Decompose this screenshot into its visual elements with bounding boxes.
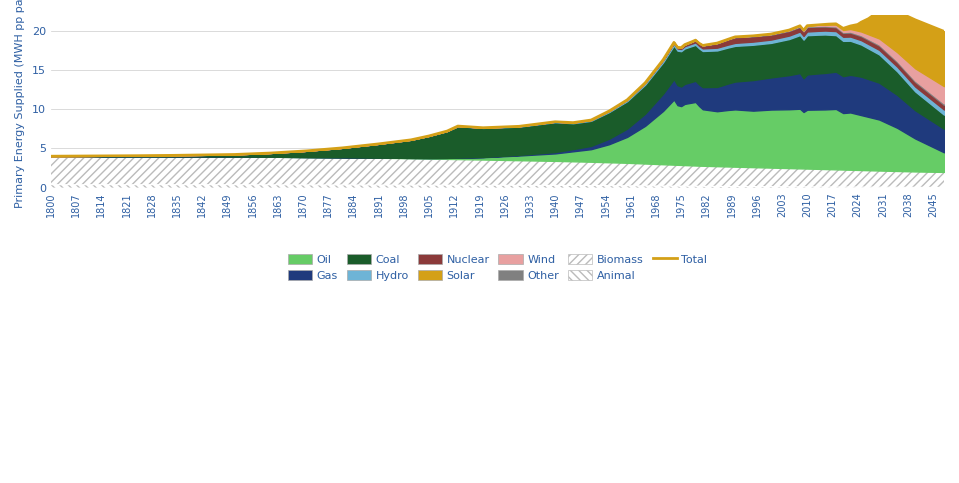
Legend: Oil, Gas, Coal, Hydro, Nuclear, Solar, Wind, Other, Biomass, Animal, Total: Oil, Gas, Coal, Hydro, Nuclear, Solar, W… <box>283 250 712 285</box>
Y-axis label: Primary Energy Supplied (MWH pp pa): Primary Energy Supplied (MWH pp pa) <box>15 0 25 208</box>
